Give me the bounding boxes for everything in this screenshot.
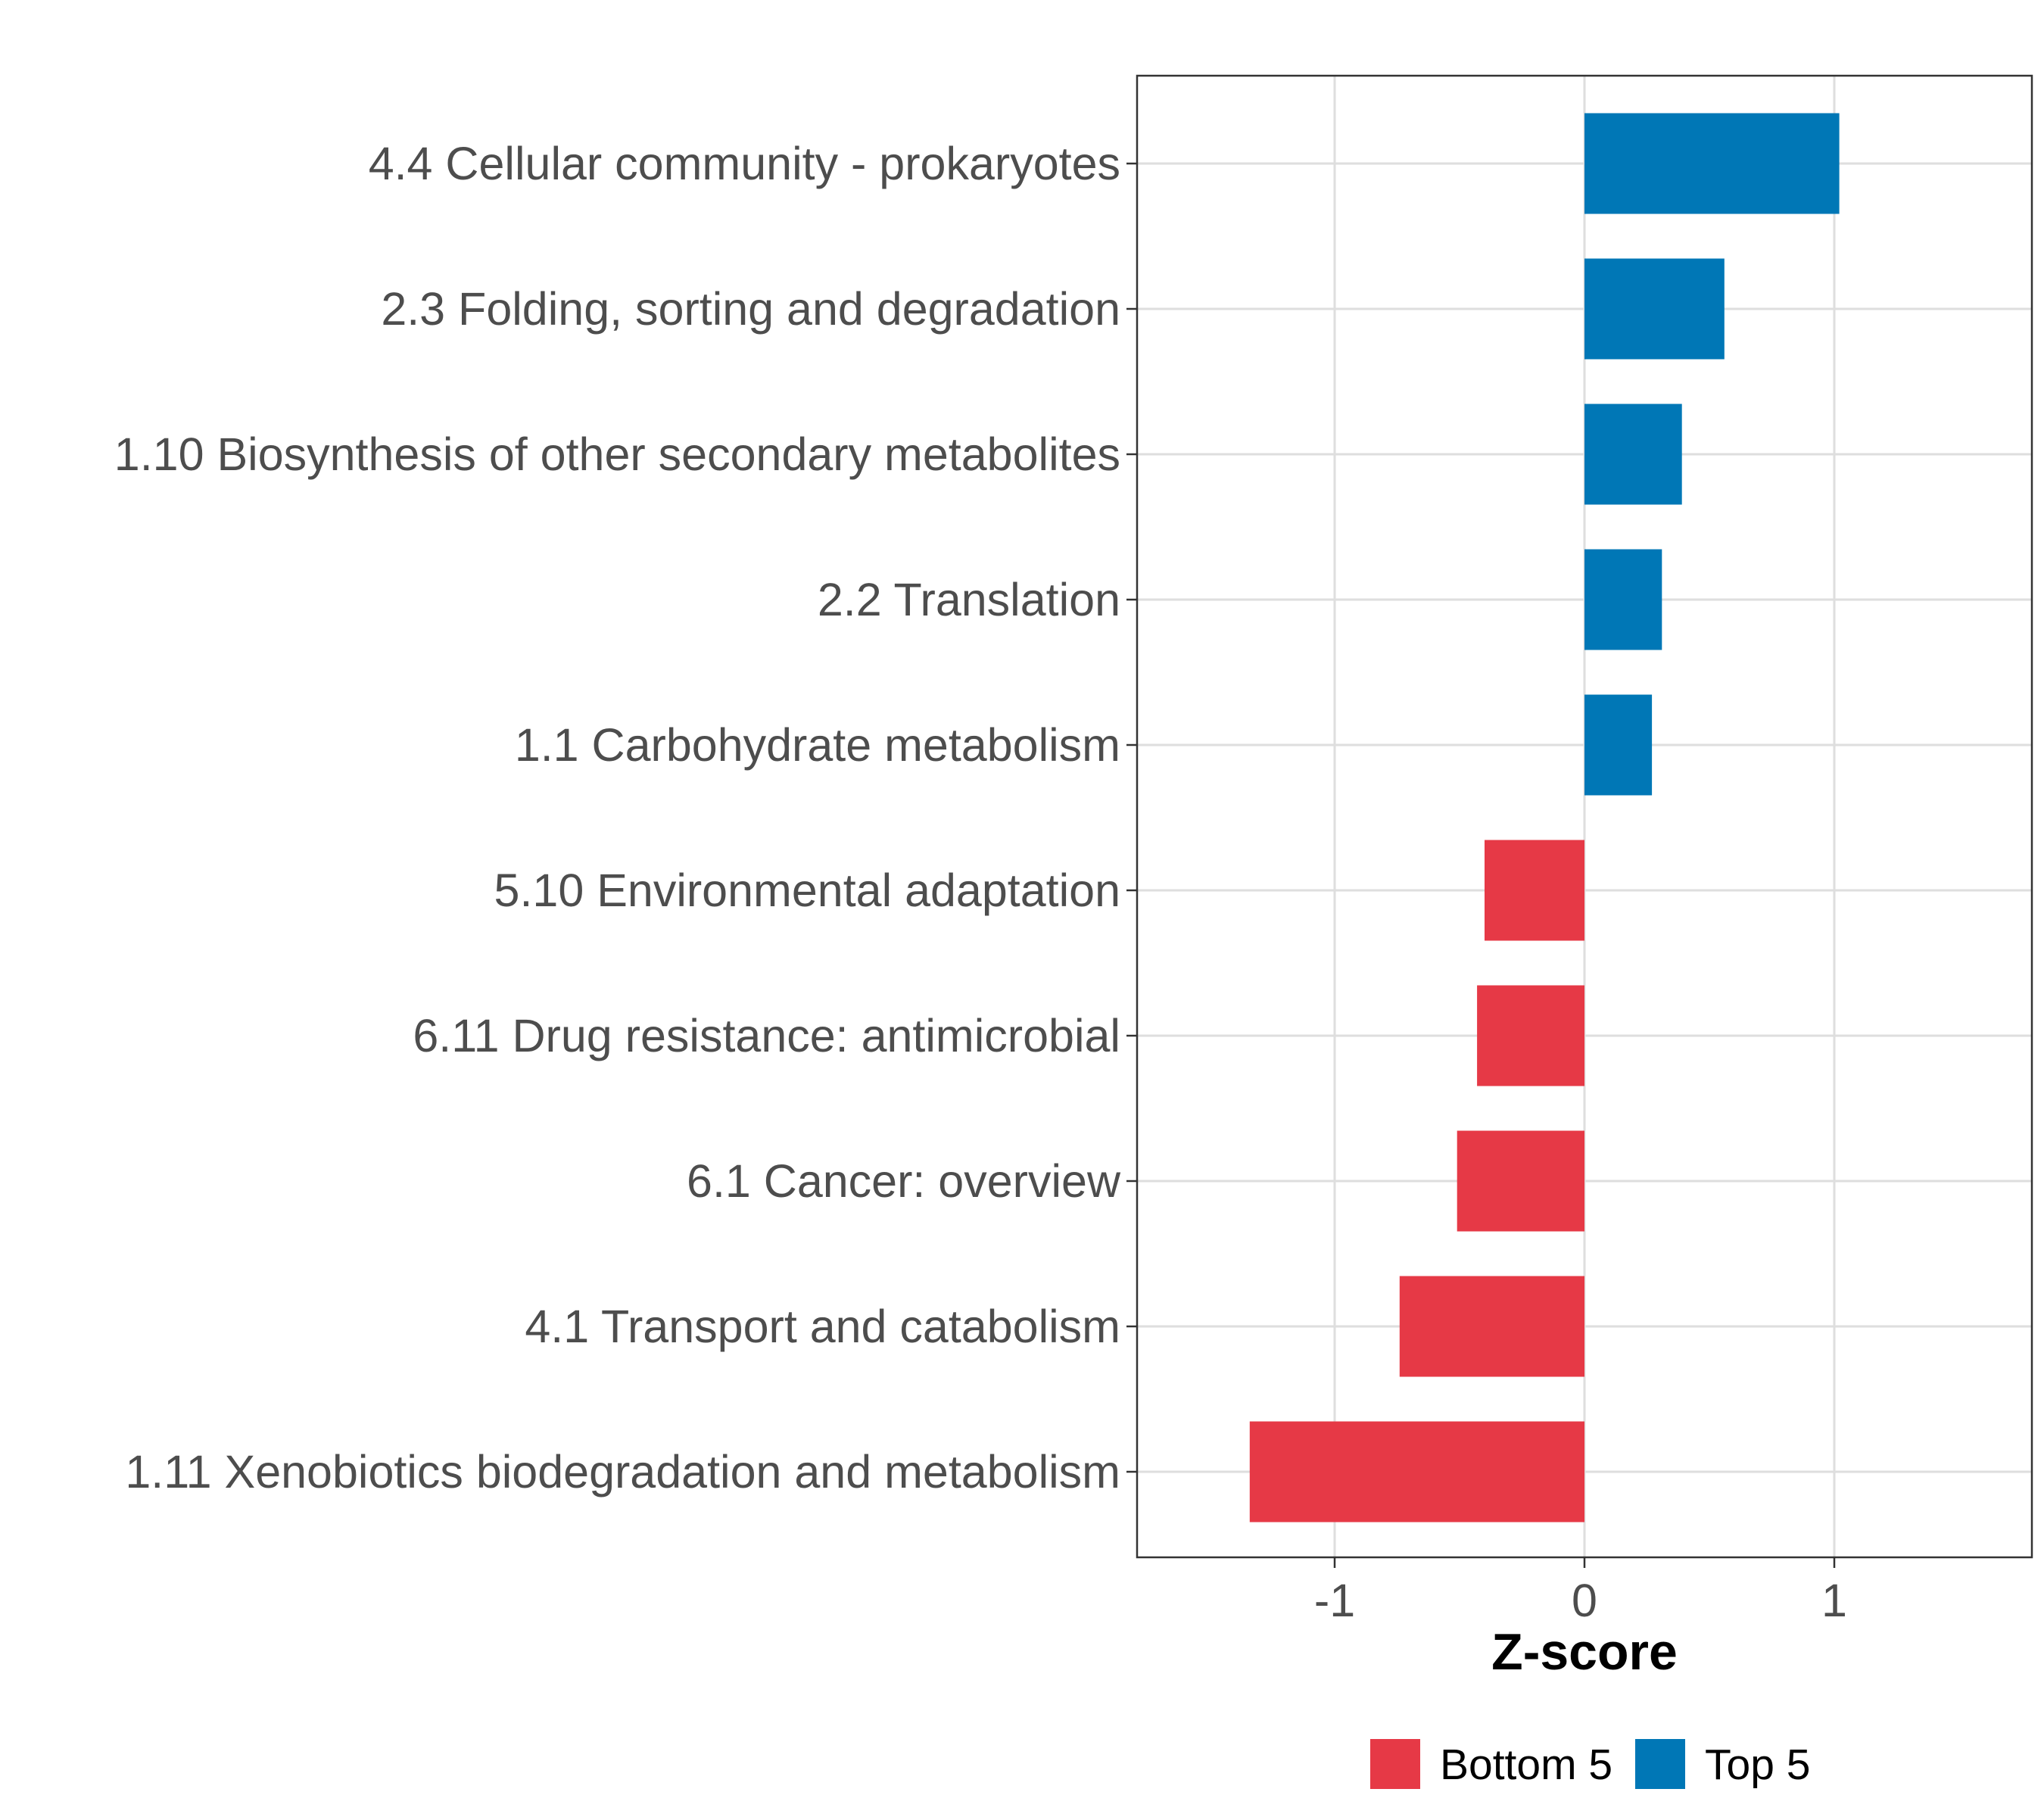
bar [1584, 404, 1682, 505]
bar [1584, 258, 1725, 360]
legend-swatch [1370, 1739, 1420, 1789]
y-tick-label: 5.10 Environmental adaptation [494, 865, 1120, 916]
bars [1249, 113, 1840, 1522]
legend: Bottom 5 Top 5 [1370, 1739, 1810, 1789]
x-tick-label: 0 [1572, 1575, 1597, 1626]
bar [1584, 694, 1653, 796]
bar [1249, 1421, 1584, 1522]
y-tick-label: 4.1 Transport and catabolism [525, 1301, 1120, 1352]
x-tick-label: -1 [1314, 1575, 1355, 1626]
y-tick-label: 1.11 Xenobiotics biodegradation and meta… [125, 1446, 1120, 1498]
y-tick-label: 2.3 Folding, sorting and degradation [381, 283, 1120, 335]
y-tick-label: 6.1 Cancer: overview [687, 1155, 1121, 1207]
y-tick-label: 1.10 Biosynthesis of other secondary met… [114, 429, 1120, 480]
bar [1399, 1276, 1584, 1377]
legend-label: Bottom 5 [1440, 1741, 1612, 1789]
bar [1477, 985, 1584, 1086]
bar [1457, 1130, 1584, 1232]
y-tick-label: 1.1 Carbohydrate metabolism [515, 719, 1120, 771]
bar [1485, 840, 1584, 941]
y-tick-label: 6.11 Drug resistance: antimicrobial [413, 1010, 1120, 1061]
y-tick-label: 4.4 Cellular community - prokaryotes [369, 138, 1120, 189]
x-tick-label: 1 [1821, 1575, 1847, 1626]
bar [1584, 549, 1662, 650]
legend-swatch [1635, 1739, 1685, 1789]
legend-label: Top 5 [1705, 1741, 1810, 1789]
x-axis-title: Z-score [1491, 1623, 1678, 1681]
x-axis: -1 0 1 [1314, 1557, 1847, 1626]
bar [1584, 113, 1840, 214]
y-tick-label: 2.2 Translation [818, 574, 1120, 625]
y-axis: 4.4 Cellular community - prokaryotes 2.3 … [114, 138, 1137, 1498]
